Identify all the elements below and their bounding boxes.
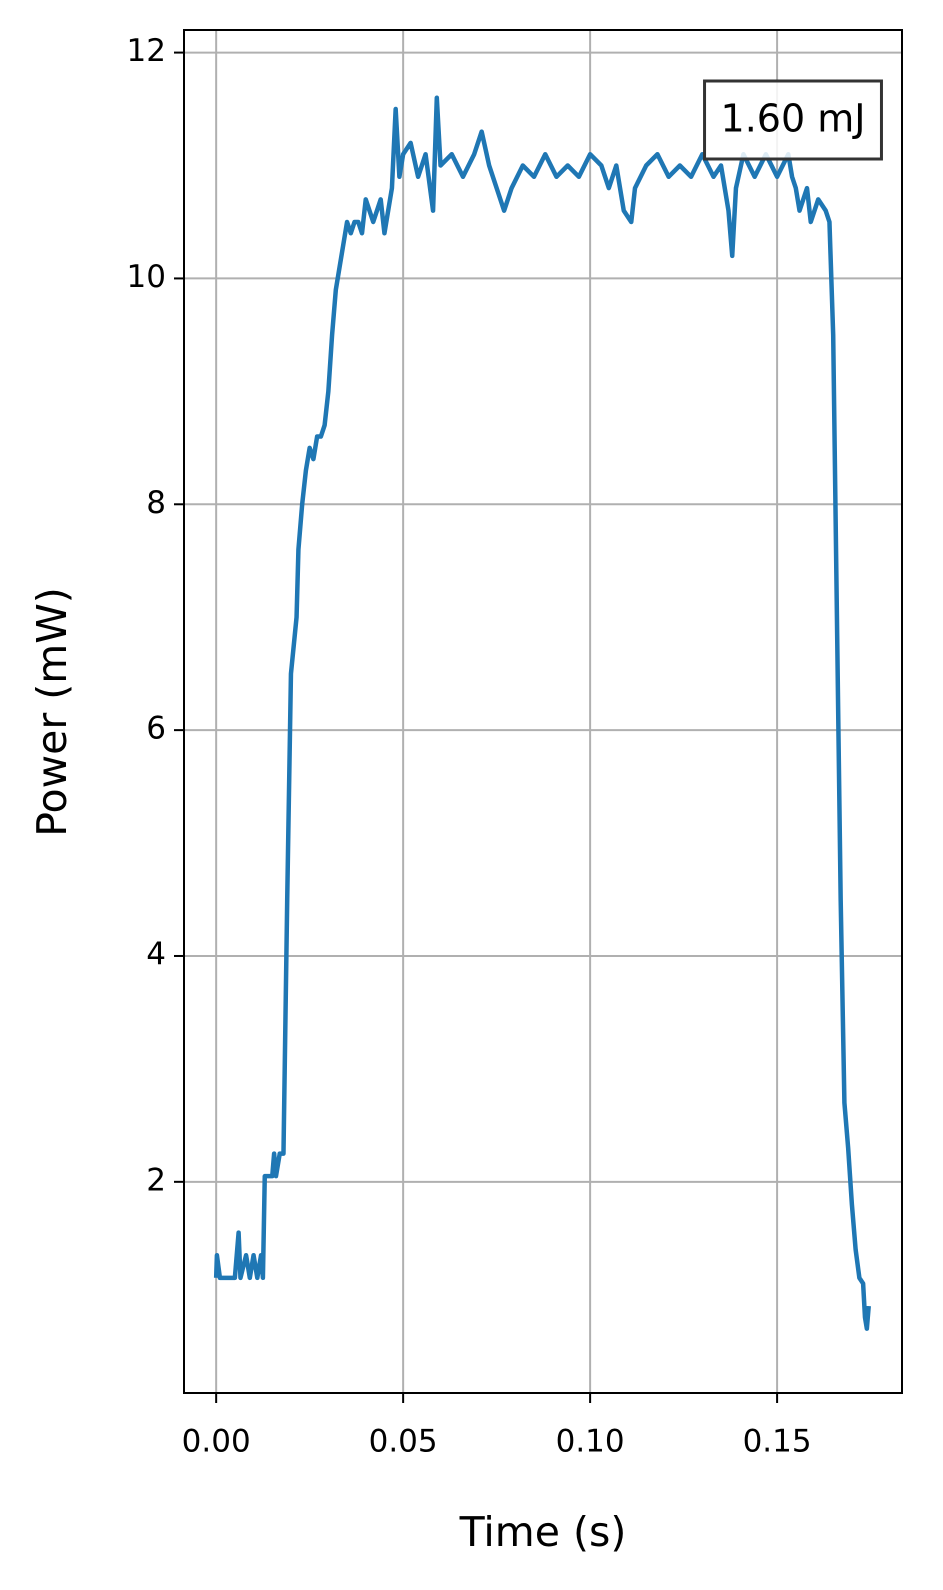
x-tick-label: 0.15 (743, 1424, 812, 1460)
annotation-text: 1.60 mJ (721, 97, 866, 141)
annotation: 1.60 mJ (703, 79, 883, 161)
y-tick-label: 6 (146, 711, 166, 747)
y-tick-label: 10 (127, 259, 166, 295)
y-tick-label: 8 (146, 485, 166, 521)
x-tick-label: 0.10 (556, 1424, 625, 1460)
annotation-box (703, 79, 883, 161)
x-tick-label: 0.05 (369, 1424, 438, 1460)
x-axis-label: Time (s) (459, 1508, 627, 1556)
data-line (213, 95, 871, 1331)
plot-frame (183, 29, 903, 1394)
y-axis-label: Power (mW) (28, 587, 76, 836)
y-tick-label: 4 (146, 936, 166, 972)
y-tick-label: 12 (127, 33, 166, 69)
y-tick-label: 2 (146, 1162, 166, 1198)
x-tick-label: 0.00 (182, 1424, 251, 1460)
